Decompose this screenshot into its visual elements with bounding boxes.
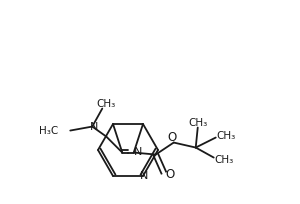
Text: N: N: [90, 122, 98, 132]
Text: CH₃: CH₃: [216, 131, 236, 141]
Text: CH₃: CH₃: [97, 99, 116, 109]
Text: CH₃: CH₃: [214, 155, 233, 165]
Text: O: O: [165, 168, 174, 181]
Text: H₃C: H₃C: [39, 125, 58, 135]
Text: CH₃: CH₃: [188, 118, 207, 128]
Text: N: N: [134, 146, 142, 156]
Text: O: O: [167, 131, 176, 144]
Text: N: N: [140, 171, 148, 181]
